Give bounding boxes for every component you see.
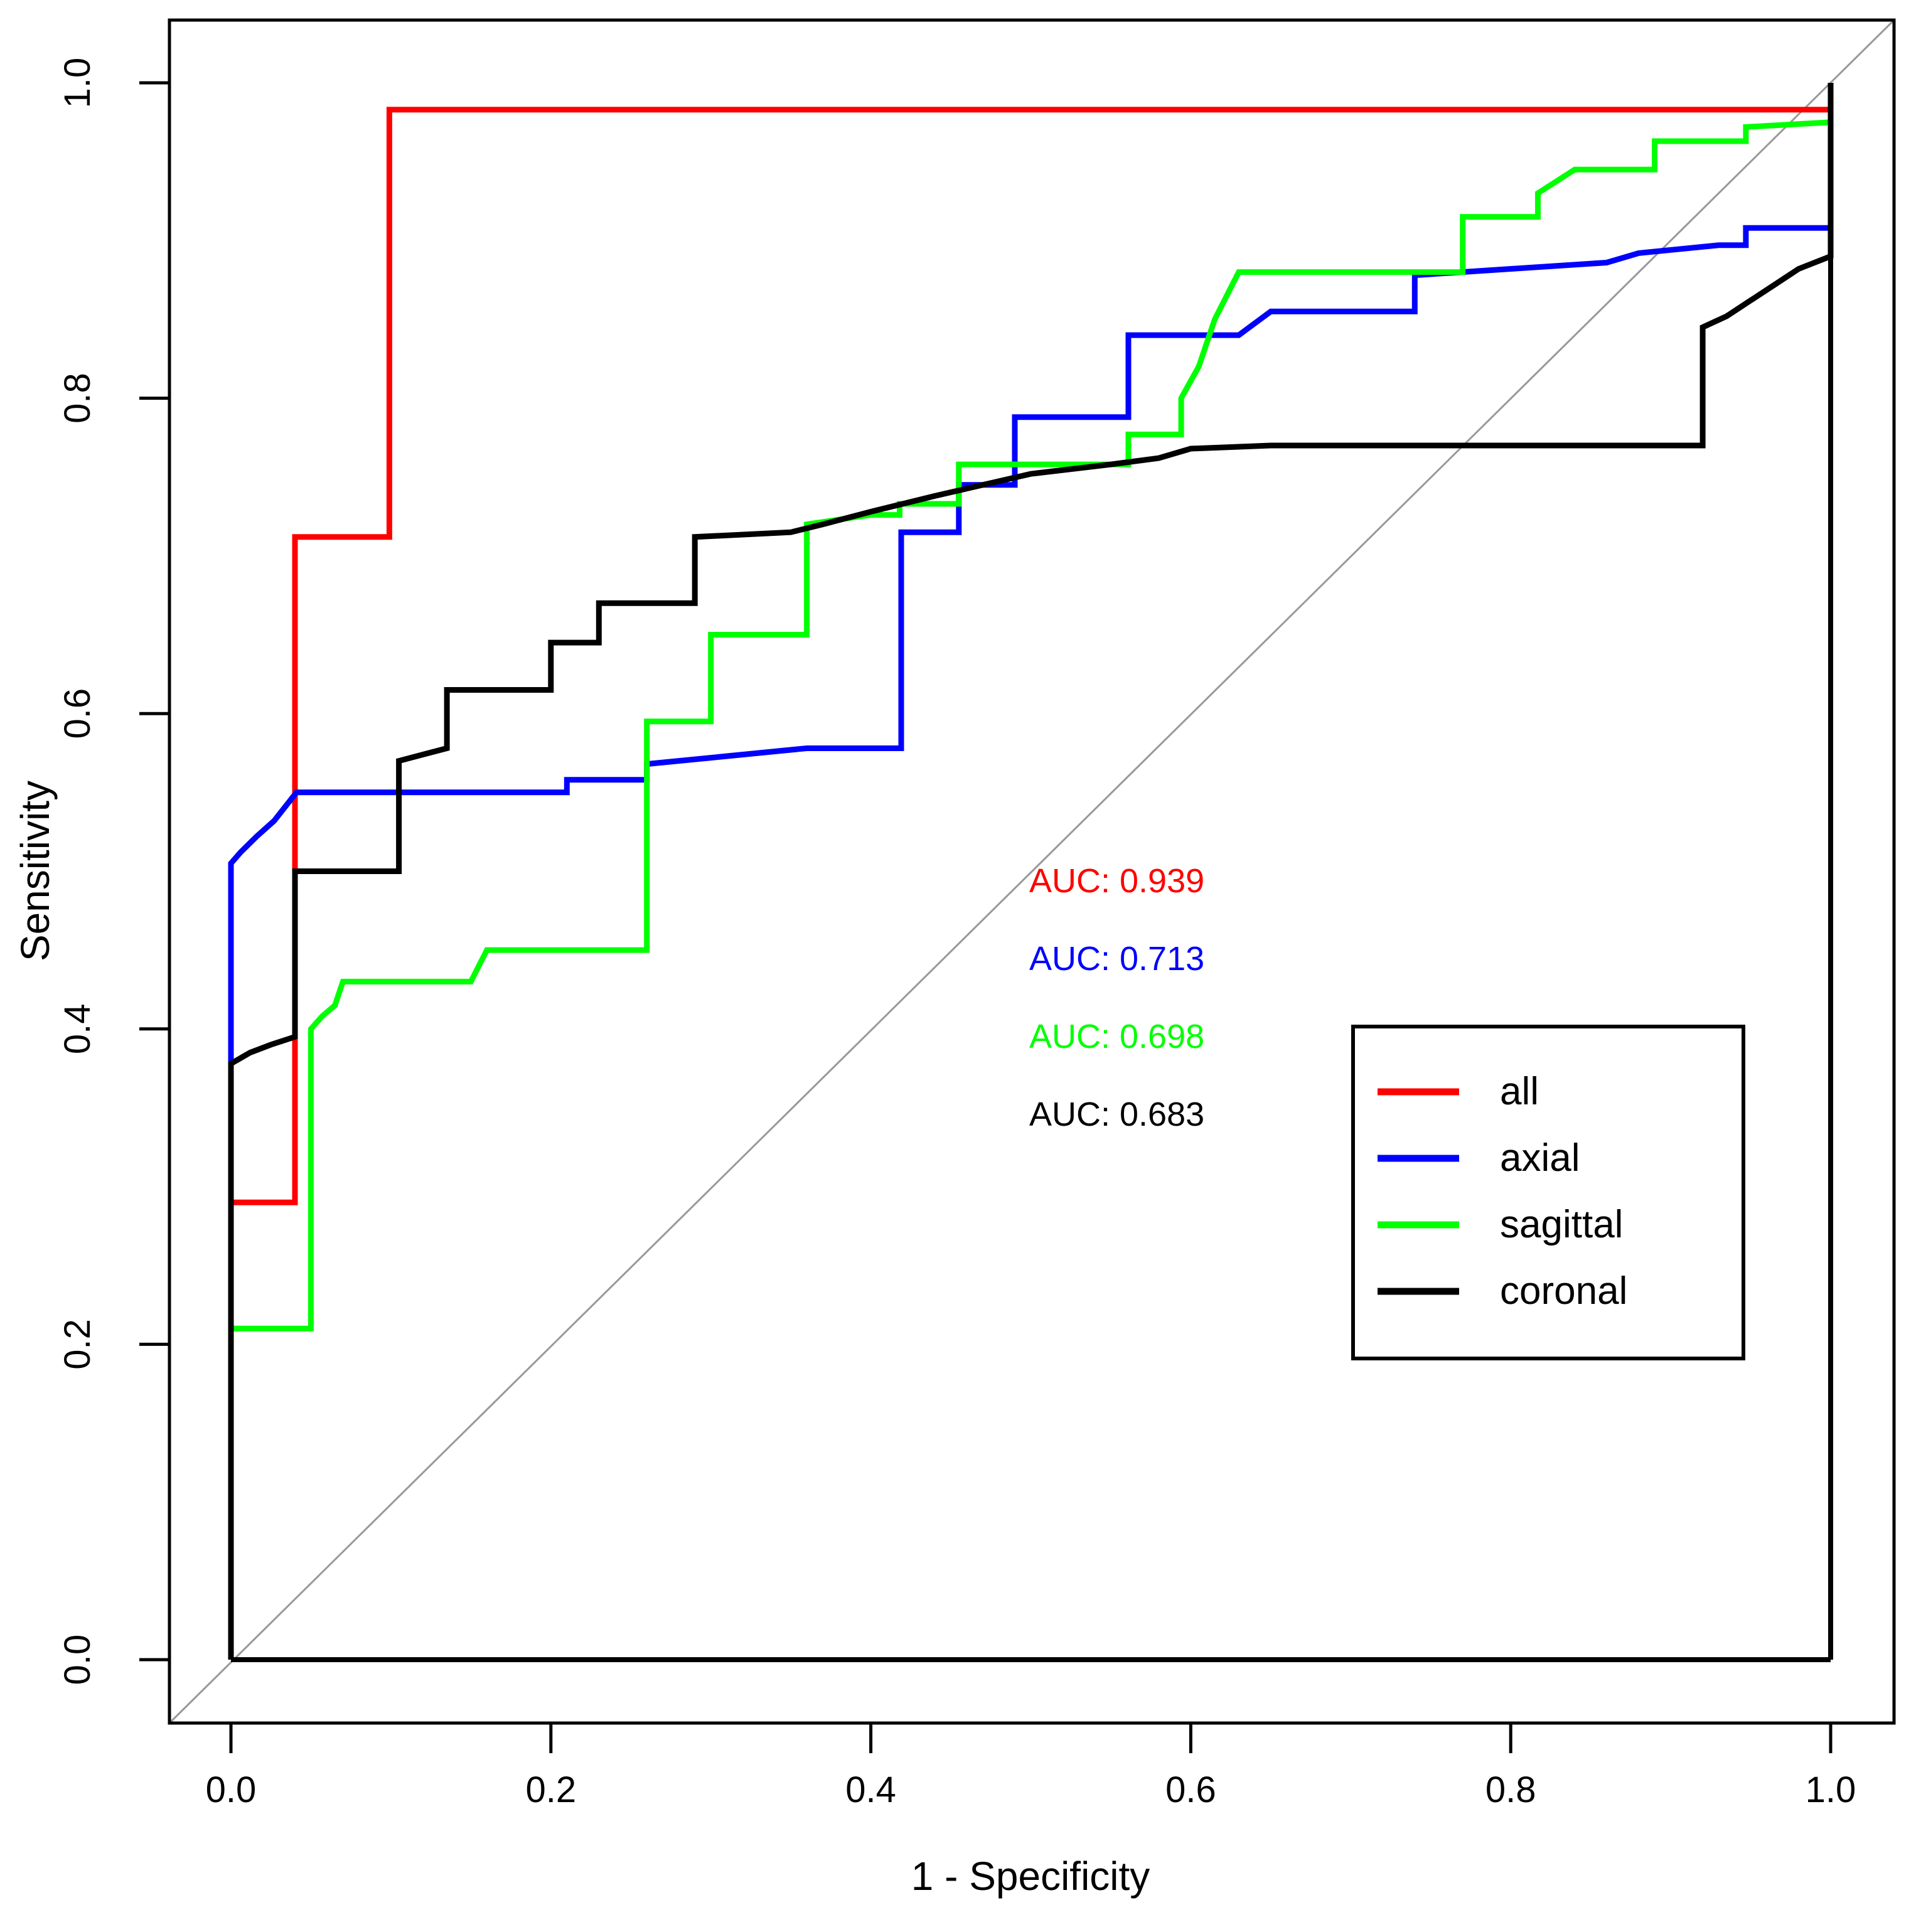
- reference-diagonal: [168, 19, 1895, 1724]
- legend-label-axial: axial: [1500, 1136, 1580, 1180]
- y-tick-label: 0.4: [57, 1003, 98, 1054]
- y-tick-label: 0.2: [57, 1319, 98, 1370]
- plot-box: [168, 18, 1896, 1725]
- auc-annotation-coronal: AUC: 0.683: [1029, 1096, 1204, 1133]
- auc-annotation-all: AUC: 0.939: [1029, 862, 1204, 900]
- x-tick-label: 0.2: [525, 1769, 576, 1810]
- legend-label-sagittal: sagittal: [1500, 1203, 1623, 1246]
- auc-annotation-sagittal: AUC: 0.698: [1029, 1018, 1204, 1055]
- x-tick-label: 0.0: [206, 1769, 257, 1810]
- x-tick-label: 1.0: [1806, 1769, 1856, 1810]
- legend-label-all: all: [1500, 1070, 1539, 1113]
- roc-curve-coronal: [228, 83, 1834, 1660]
- auc-annotation-axial: AUC: 0.713: [1029, 940, 1204, 978]
- y-tick-label: 1.0: [57, 58, 98, 109]
- x-tick-label: 0.8: [1485, 1769, 1536, 1810]
- roc-curve-sagittal: [228, 83, 1834, 1660]
- y-tick-label: 0.8: [57, 373, 98, 424]
- y-axis-title: Sensitivity: [13, 781, 58, 961]
- legend-label-coronal: coronal: [1500, 1269, 1627, 1313]
- x-tick-label: 0.6: [1165, 1769, 1216, 1810]
- x-tick-label: 0.4: [845, 1769, 896, 1810]
- y-tick-label: 0.6: [57, 688, 98, 739]
- legend-box: [1351, 1025, 1745, 1360]
- x-axis-title: 1 - Specificity: [911, 1854, 1150, 1899]
- y-tick-label: 0.0: [57, 1635, 98, 1685]
- roc-curve-all: [228, 83, 1834, 1660]
